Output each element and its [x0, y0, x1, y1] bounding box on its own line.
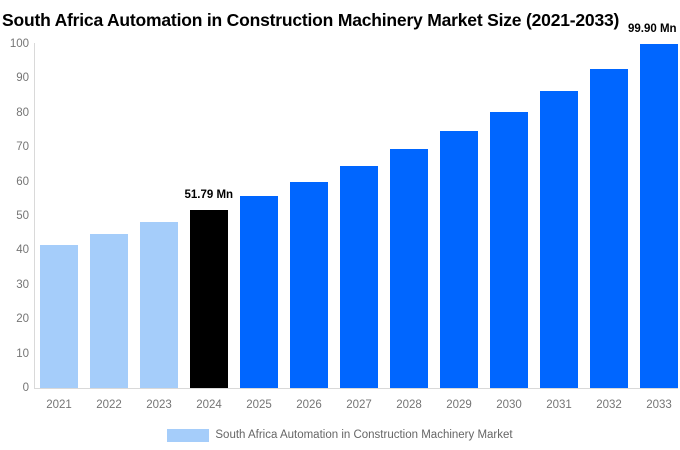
x-label-2032: 2032 — [596, 399, 622, 411]
bar-2030[interactable] — [490, 111, 528, 388]
bar-2025[interactable] — [240, 196, 278, 388]
legend-label: South Africa Automation in Construction … — [215, 429, 513, 441]
x-label-2028: 2028 — [396, 399, 422, 411]
bar-2031[interactable] — [540, 91, 578, 388]
y-tick-50: 50 — [16, 210, 29, 222]
x-label-2022: 2022 — [96, 399, 122, 411]
x-label-2021: 2021 — [46, 399, 72, 411]
y-tick-20: 20 — [16, 313, 29, 326]
chart-title: South Africa Automation in Construction … — [2, 10, 620, 30]
x-label-2027: 2027 — [346, 399, 372, 411]
x-label-2030: 2030 — [496, 399, 522, 411]
bar-2027[interactable] — [340, 166, 378, 388]
y-tick-30: 30 — [16, 278, 29, 291]
x-label-2023: 2023 — [146, 399, 172, 411]
y-tick-60: 60 — [16, 175, 29, 188]
x-label-2025: 2025 — [246, 399, 272, 411]
bar-2021[interactable] — [40, 244, 78, 388]
x-axis-line — [34, 388, 678, 389]
value-label-2033: 99.90 Mn — [628, 23, 677, 36]
value-label-2024: 51.79 Mn — [184, 188, 234, 201]
bar-2024[interactable] — [190, 209, 228, 388]
y-tick-80: 80 — [16, 106, 29, 119]
x-label-2026: 2026 — [296, 399, 322, 411]
bar-2022[interactable] — [90, 233, 128, 388]
bar-2029[interactable] — [440, 131, 478, 388]
y-axis-line — [34, 43, 35, 388]
bar-2028[interactable] — [390, 149, 428, 388]
y-tick-100: 100 — [9, 38, 29, 50]
x-label-2033: 2033 — [646, 399, 672, 411]
x-label-2029: 2029 — [446, 399, 472, 411]
y-tick-0: 0 — [22, 382, 29, 394]
x-label-2024: 2024 — [196, 399, 222, 411]
bar-2026[interactable] — [290, 181, 328, 388]
y-tick-90: 90 — [16, 72, 29, 85]
bar-2023[interactable] — [140, 222, 178, 388]
legend[interactable]: South Africa Automation in Construction … — [0, 427, 680, 443]
y-tick-70: 70 — [16, 141, 29, 154]
legend-swatch — [167, 428, 210, 442]
bar-2032[interactable] — [590, 68, 628, 388]
y-tick-40: 40 — [16, 244, 29, 257]
y-tick-10: 10 — [16, 347, 29, 360]
x-label-2031: 2031 — [546, 399, 572, 411]
bar-2033[interactable] — [640, 44, 678, 388]
